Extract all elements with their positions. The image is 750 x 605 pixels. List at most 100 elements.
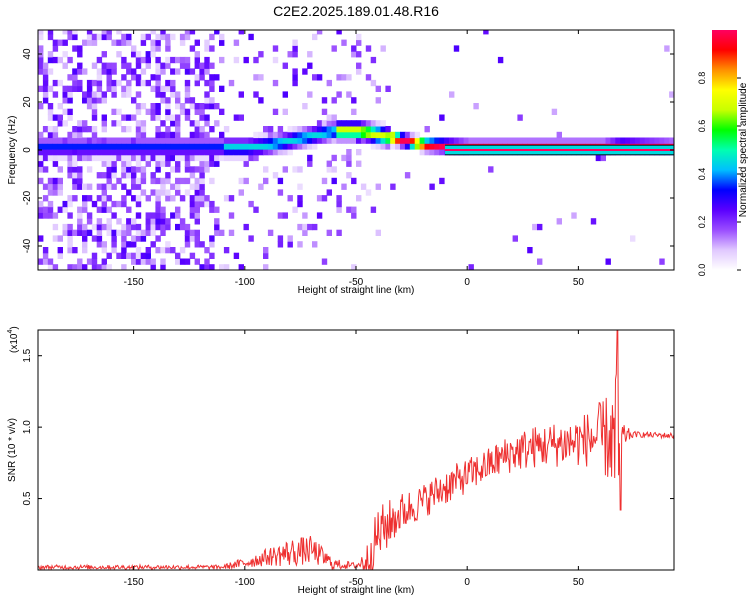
spectrogram-cell <box>194 212 200 219</box>
spectrogram-cell <box>47 68 54 75</box>
spectrogram-cell <box>351 45 357 52</box>
spectrogram-cell <box>194 183 200 190</box>
spectrogram-cell <box>263 137 269 144</box>
spectrogram-cell <box>404 172 411 179</box>
spectrogram-cell <box>263 131 269 139</box>
colorbar: 0.0 0.2 0.4 0.6 0.8 Normalized spectral ampl… <box>697 30 749 276</box>
spectrogram-cell <box>135 154 142 162</box>
spectrogram-cell <box>140 166 147 173</box>
spectrogram-cell <box>605 258 611 265</box>
spectrogram-cell <box>253 206 259 213</box>
spectrogram-cell <box>179 39 186 46</box>
spectrogram-cell <box>365 120 372 127</box>
spectrogram-cell <box>121 126 127 133</box>
spectrogram-cell <box>67 33 73 41</box>
spectrogram-cell <box>155 68 161 75</box>
spectrogram-cell <box>292 74 298 81</box>
spectrogram-cell <box>184 85 191 92</box>
spectrogram-cell <box>331 126 337 133</box>
spectrogram-cell <box>52 91 59 98</box>
spectrogram-cell <box>72 247 78 254</box>
spectrogram-cell <box>165 33 171 41</box>
spectrogram-cell <box>106 183 112 190</box>
spectrogram-cell <box>331 154 337 162</box>
spectrogram-cell <box>116 218 122 225</box>
spectrogram-cell <box>194 149 200 156</box>
spectrogram-cell <box>449 137 455 144</box>
spectrogram-cell <box>111 247 117 254</box>
spectrogram-cell <box>52 137 59 144</box>
spectrogram-cell <box>170 68 176 75</box>
spectrogram-y-tick-label: 20 <box>22 96 33 108</box>
spectrogram-cell <box>131 195 137 202</box>
spectrogram-cell <box>375 137 381 144</box>
spectrogram-cell <box>263 166 269 173</box>
spectrogram-cell <box>356 126 362 133</box>
spectrogram-cell <box>155 62 161 69</box>
spectrogram-cell <box>145 195 151 202</box>
spectrogram-cell <box>150 189 156 196</box>
spectrogram-cell <box>160 218 166 225</box>
spectrogram-cell <box>116 30 122 35</box>
spectrogram-cell <box>214 206 220 213</box>
spectrogram-cell <box>263 143 269 150</box>
spectrogram-cell <box>659 258 665 265</box>
spectrogram-cell <box>155 79 161 87</box>
spectrogram-cell <box>209 85 215 92</box>
spectrogram-cell <box>135 79 142 87</box>
spectrogram-cell <box>106 218 112 225</box>
spectrogram-cell <box>365 45 372 52</box>
spectrogram-cell <box>52 189 59 196</box>
spectrogram-cell <box>214 120 220 127</box>
spectrogram-cell <box>385 126 391 133</box>
spectrogram-cell <box>419 137 425 144</box>
spectrogram-cell <box>189 235 196 242</box>
spectrogram-cell <box>155 149 161 156</box>
spectrogram-cell <box>116 154 122 162</box>
spectrogram-cell <box>150 30 156 35</box>
spectrogram-y-tick-label: -20 <box>22 190 33 205</box>
spectrogram-cell <box>209 74 215 81</box>
spectrogram-cell <box>209 103 215 110</box>
spectrogram-cell <box>321 137 328 144</box>
spectrogram-cell <box>292 79 298 87</box>
spectrogram-cell <box>96 68 103 75</box>
spectrogram-cell <box>126 218 132 225</box>
spectrogram-cell <box>82 183 88 190</box>
spectrogram-cell <box>165 39 171 46</box>
spectrogram-cell <box>170 143 176 150</box>
spectrogram-cell <box>160 229 166 236</box>
spectrogram-cell <box>52 45 59 52</box>
spectrogram-cell <box>121 33 127 41</box>
spectrogram-cell <box>47 126 54 133</box>
spectrogram-cell <box>664 45 670 52</box>
spectrogram-cell <box>326 114 332 121</box>
chart-title: C2E2.2025.189.01.48.R16 <box>273 3 439 19</box>
spectrogram-cell <box>170 212 176 219</box>
spectrogram-cell <box>126 79 132 87</box>
spectrogram-cell <box>228 79 235 87</box>
spectrogram-y-tick-label: -40 <box>22 238 33 253</box>
spectrogram-cell <box>135 160 142 167</box>
spectrogram-cell <box>52 177 59 185</box>
spectrogram-cell <box>385 85 391 92</box>
spectrogram-cell <box>615 137 621 144</box>
spectrogram-cell <box>145 258 151 265</box>
spectrogram-cell <box>341 74 347 81</box>
spectrogram-cell <box>287 149 293 156</box>
spectrogram-cell <box>38 68 44 75</box>
spectrogram-cell <box>571 212 577 219</box>
spectrogram-cell <box>82 241 88 248</box>
spectrogram-cell <box>106 62 112 69</box>
spectrogram-cell <box>106 160 112 167</box>
spectrogram-cell <box>101 33 107 41</box>
spectrogram-cell <box>52 149 59 156</box>
spectrogram-cell <box>47 103 54 110</box>
spectrogram-cell <box>126 229 132 236</box>
spectrogram-cell <box>199 195 205 202</box>
spectrogram-cell <box>72 264 78 270</box>
spectrogram-cell <box>326 137 332 144</box>
spectrogram-cell <box>126 143 132 150</box>
spectrogram-cell <box>121 114 127 121</box>
